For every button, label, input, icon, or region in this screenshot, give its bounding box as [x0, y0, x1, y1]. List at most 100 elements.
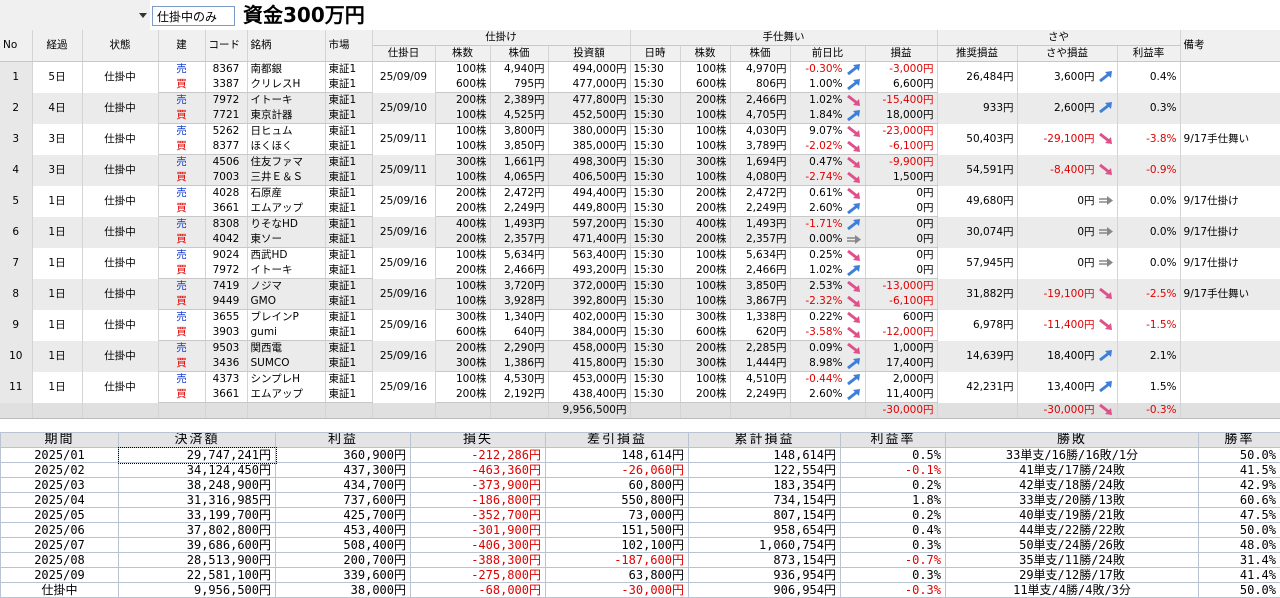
cell: 3,720円: [490, 279, 548, 295]
change: 0.25%: [809, 249, 842, 261]
cell: 買: [158, 294, 205, 310]
cell: 498,300円: [548, 155, 630, 171]
cell: 売: [158, 341, 205, 357]
cell: 200株: [680, 201, 730, 217]
cell: 100株: [680, 139, 730, 155]
cell: 2025/07: [1, 538, 119, 553]
cell: 100株: [435, 372, 490, 388]
trend-arrow: [846, 358, 862, 369]
cell: 9: [0, 310, 32, 341]
header-cell[interactable]: 経過: [32, 30, 82, 62]
cell: [1180, 341, 1280, 372]
change: -1.71%: [805, 218, 842, 230]
header-cell[interactable]: コード: [205, 30, 247, 62]
cell: -26,060円: [546, 463, 689, 478]
cell: ノジマ: [247, 279, 325, 295]
header-cell[interactable]: 市場: [325, 30, 372, 62]
trend-arrow: [846, 157, 862, 168]
header-cell[interactable]: 前日比: [790, 46, 865, 62]
cell: 200株: [680, 93, 730, 109]
header-cell[interactable]: さや損益: [1017, 46, 1117, 62]
cell: 1日: [32, 310, 82, 341]
cell: 石原産: [247, 186, 325, 202]
cell: 東証1: [325, 77, 372, 93]
cell: -275,800円: [411, 568, 546, 583]
cell: 売: [158, 93, 205, 109]
cell: [1180, 155, 1280, 186]
trend-arrow: [846, 172, 862, 183]
cell: 3661: [205, 201, 247, 217]
cell: 477,800円: [548, 93, 630, 109]
change: -0.30%: [805, 63, 842, 75]
cell: 384,000円: [548, 325, 630, 341]
cell: 25/09/16: [372, 310, 435, 341]
header-cell[interactable]: 状態: [82, 30, 158, 62]
header-cell[interactable]: 備考: [1180, 30, 1280, 62]
dropdown-arrow[interactable]: [139, 13, 147, 19]
cell: 8.98%: [790, 356, 865, 372]
cell: 200株: [680, 263, 730, 279]
cell: -9,900円: [865, 155, 937, 171]
cell: 7: [0, 248, 32, 279]
cell: 415,800円: [548, 356, 630, 372]
header-cell[interactable]: 株価: [490, 46, 548, 62]
cell: 2,249円: [730, 201, 790, 217]
trend-arrow: [1098, 319, 1114, 330]
header-cell[interactable]: 投資額: [548, 46, 630, 62]
cell: 0.3%: [1117, 93, 1180, 124]
header-cell[interactable]: No: [0, 30, 32, 62]
filter-select[interactable]: 仕掛中のみ: [152, 6, 235, 26]
cell: 西武HD: [247, 248, 325, 264]
cell: 100株: [680, 279, 730, 295]
cell: 63,800円: [546, 568, 689, 583]
header-cell[interactable]: 損益: [865, 46, 937, 62]
trend-arrow: [846, 234, 862, 245]
cell: 2,600円: [1017, 93, 1117, 124]
cell: 300株: [435, 155, 490, 171]
cell: 仕掛中: [82, 93, 158, 124]
cell: 100株: [435, 248, 490, 264]
header-cell[interactable]: 利益率: [1117, 46, 1180, 62]
header-cell[interactable]: 推奨損益: [937, 46, 1017, 62]
cell: 1.5%: [1117, 372, 1180, 403]
change: 1.84%: [809, 109, 842, 121]
cell: 仕掛中: [82, 341, 158, 372]
trend-arrow: [1098, 404, 1114, 415]
cell: 9/17手仕舞い: [1180, 279, 1280, 310]
header-cell[interactable]: 株数: [680, 46, 730, 62]
cell: 8: [0, 279, 32, 310]
cell: 200株: [680, 341, 730, 357]
cell: 仕掛中: [82, 124, 158, 155]
cell: [730, 403, 790, 419]
cell: 15:30: [630, 263, 680, 279]
header-cell[interactable]: 仕掛日: [372, 46, 435, 62]
cell: 7972: [205, 263, 247, 279]
cell: 148,614円: [689, 448, 841, 463]
cell: 17,400円: [865, 356, 937, 372]
cell: -0.7%: [841, 553, 946, 568]
cell: -187,600円: [546, 553, 689, 568]
cell: 東証1: [325, 232, 372, 248]
header-cell[interactable]: 建: [158, 30, 205, 62]
cell: 2: [0, 93, 32, 124]
cell: 300株: [680, 310, 730, 326]
cell: 15:30: [630, 341, 680, 357]
header-cell[interactable]: 株数: [435, 46, 490, 62]
cell: -8,400円: [1017, 155, 1117, 186]
spread-pnl: -19,100円: [1043, 288, 1094, 300]
change: 8.98%: [809, 357, 842, 369]
cell: -0.1%: [841, 463, 946, 478]
cell: 100株: [680, 248, 730, 264]
cell: イトーキ: [247, 263, 325, 279]
cell: 15:30: [630, 170, 680, 186]
cell: 1,493円: [490, 217, 548, 233]
cell: 15:30: [630, 93, 680, 109]
cell: 50,403円: [937, 124, 1017, 155]
header-cell[interactable]: 銘柄: [247, 30, 325, 62]
header-cell[interactable]: 株価: [730, 46, 790, 62]
header-cell[interactable]: 日時: [630, 46, 680, 62]
cell: SUMCO: [247, 356, 325, 372]
change: 2.53%: [809, 280, 842, 292]
